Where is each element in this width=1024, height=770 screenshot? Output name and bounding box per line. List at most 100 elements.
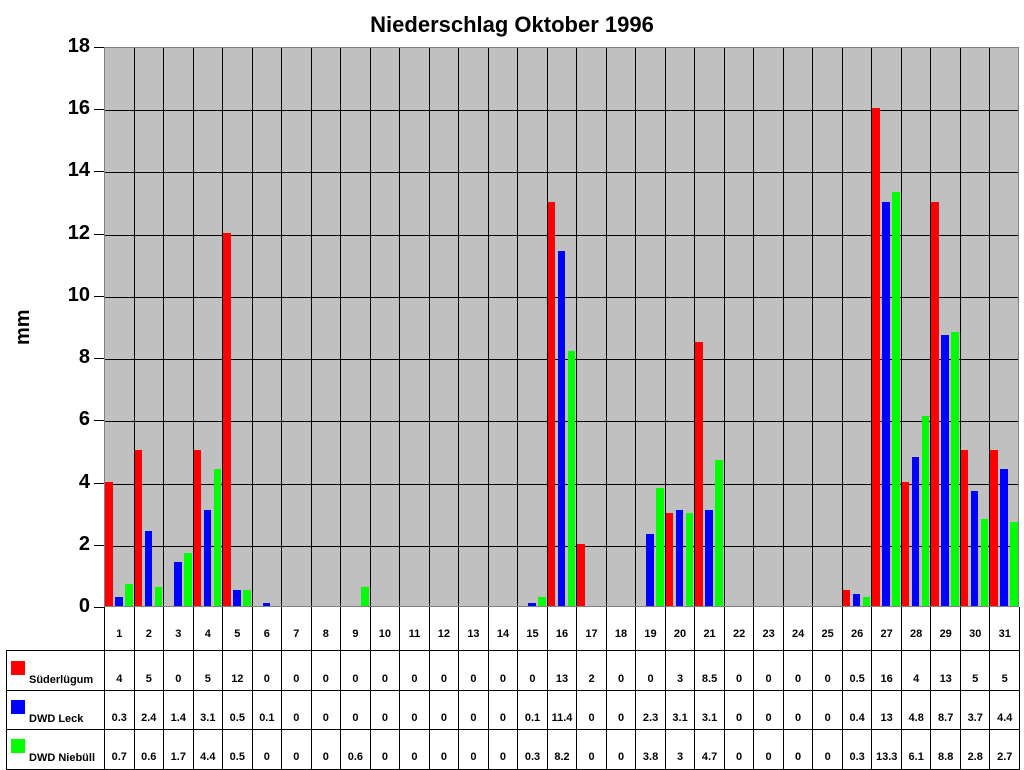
y-tick-label: 6 [78, 408, 90, 431]
table-value-cell: 0.6 [133, 730, 164, 769]
bar-süderlügum [134, 450, 143, 606]
v-gridline [163, 48, 165, 606]
bar-dwd-leck [115, 596, 123, 606]
table-value-cell: 0 [487, 691, 518, 730]
table-value-cell: 12 [222, 651, 252, 691]
table-value-cell: 0.3 [841, 730, 872, 769]
bar-dwd-niebüll [184, 553, 192, 606]
bar-süderlügum [960, 450, 969, 606]
table-value-cell: 0 [635, 651, 665, 691]
v-gridline [546, 48, 548, 606]
table-value-cell: 0 [399, 730, 429, 769]
day-header-cell: 31 [989, 607, 1019, 650]
table-value-cell: 0 [576, 691, 606, 730]
table-value-cell: 0 [782, 730, 813, 769]
table-value-cell: 0 [281, 730, 311, 769]
table-value-cell: 0 [487, 651, 518, 691]
table-value-cell: 0.5 [841, 651, 872, 691]
table-value-cell: 2.7 [989, 730, 1019, 769]
bar-dwd-leck [233, 590, 241, 606]
table-value-cell: 0 [310, 691, 341, 730]
day-header-cell: 6 [251, 607, 282, 650]
legend-label: DWD Niebüll [29, 752, 95, 764]
table-value-cell: 3.8 [635, 730, 665, 769]
table-value-cell: 0 [753, 730, 783, 769]
bar-dwd-niebüll [1010, 522, 1018, 606]
v-gridline [635, 48, 637, 606]
v-gridline [281, 48, 283, 606]
day-header-cell: 18 [605, 607, 636, 650]
day-header-cell: 9 [340, 607, 370, 650]
table-value-cell: 0 [251, 651, 282, 691]
table-value-cell: 0 [517, 651, 547, 691]
v-gridline [340, 48, 342, 606]
day-header-cell: 11 [399, 607, 429, 650]
legend-swatch [11, 661, 25, 675]
v-gridline [576, 48, 578, 606]
bar-dwd-niebüll [921, 416, 930, 606]
table-value-cell: 0 [605, 691, 636, 730]
day-header-cell: 2 [133, 607, 164, 650]
table-value-cell: 3.1 [192, 691, 223, 730]
bar-dwd-niebüll [243, 590, 251, 606]
legend-swatch [11, 700, 25, 714]
bar-dwd-niebüll [125, 584, 133, 606]
table-value-cell: 0 [428, 691, 459, 730]
bar-dwd-leck [852, 593, 861, 606]
bar-dwd-leck [705, 509, 713, 606]
day-header-cell: 10 [369, 607, 400, 650]
day-header-cell: 5 [222, 607, 252, 650]
table-value-cell: 0.5 [222, 730, 252, 769]
day-header-cell: 26 [841, 607, 872, 650]
table-value-cell: 0 [281, 651, 311, 691]
table-value-cell: 8.2 [546, 730, 577, 769]
bar-dwd-leck [970, 490, 979, 606]
table-value-cell: 0 [340, 651, 370, 691]
y-tick-mark [94, 420, 104, 422]
bar-dwd-leck [144, 531, 153, 606]
bar-dwd-niebüll [361, 587, 369, 606]
table-value-cell: 0 [487, 730, 518, 769]
v-gridline [871, 48, 873, 606]
table-value-cell: 4.4 [192, 730, 223, 769]
table-value-cell: 5 [989, 651, 1019, 691]
bar-dwd-leck [941, 335, 949, 606]
bar-dwd-niebüll [715, 459, 723, 606]
v-gridline [458, 48, 460, 606]
table-value-cell: 0 [782, 691, 813, 730]
table-value-cell: 13 [871, 691, 901, 730]
table-value-cell: 0 [723, 691, 754, 730]
table-value-cell: 0 [369, 691, 400, 730]
bar-dwd-leck [675, 509, 684, 606]
table-row-süderlügum: Süderlügum 4 5 0 5 12 0 0 0 0 0 0 0 0 0 0 13 2 0 0 3 8.5 0 0 0 0 0… [6, 650, 1020, 691]
day-header-cell: 20 [664, 607, 695, 650]
table-value-cell: 2.3 [635, 691, 665, 730]
bar-süderlügum [105, 481, 113, 606]
y-tick-label: 10 [67, 283, 90, 306]
table-value-cell: 13 [930, 651, 960, 691]
bar-dwd-niebüll [951, 332, 959, 606]
day-header-cell: 25 [812, 607, 842, 650]
bar-dwd-niebüll [862, 596, 871, 606]
v-gridline [133, 48, 135, 606]
table-value-cell: 5 [192, 651, 223, 691]
table-value-cell: 16 [871, 651, 901, 691]
table-right-border [1019, 730, 1020, 769]
table-value-cell: 11.4 [546, 691, 577, 730]
bar-dwd-leck [882, 201, 890, 606]
bar-dwd-leck [1000, 469, 1008, 606]
table-value-cell: 4.8 [900, 691, 931, 730]
bar-süderlügum [695, 341, 703, 606]
y-tick-label: 8 [78, 346, 90, 369]
bar-dwd-niebüll [538, 596, 546, 606]
bar-dwd-niebüll [892, 192, 900, 606]
legend-entry: DWD Niebüll [6, 730, 104, 769]
v-gridline [369, 48, 371, 606]
v-gridline [487, 48, 489, 606]
table-value-cell: 3.1 [694, 691, 724, 730]
table-value-cell: 0 [369, 651, 400, 691]
legend-entry: DWD Leck [6, 691, 104, 730]
y-tick-mark [94, 295, 104, 297]
legend-entry: Süderlügum [6, 651, 104, 691]
y-tick-label: 14 [67, 159, 90, 182]
